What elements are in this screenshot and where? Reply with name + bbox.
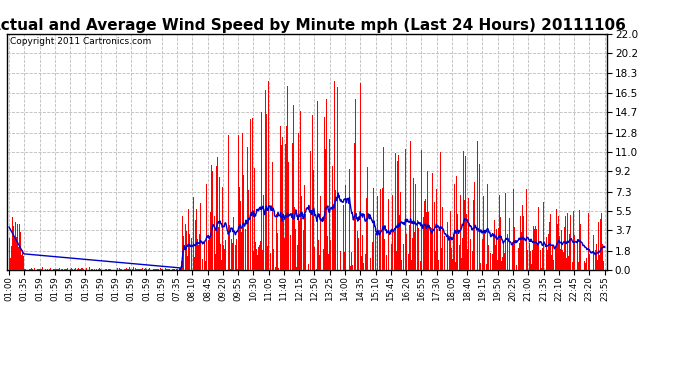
Title: Actual and Average Wind Speed by Minute mph (Last 24 Hours) 20111106: Actual and Average Wind Speed by Minute …: [0, 18, 626, 33]
Text: Copyright 2011 Cartronics.com: Copyright 2011 Cartronics.com: [10, 37, 151, 46]
